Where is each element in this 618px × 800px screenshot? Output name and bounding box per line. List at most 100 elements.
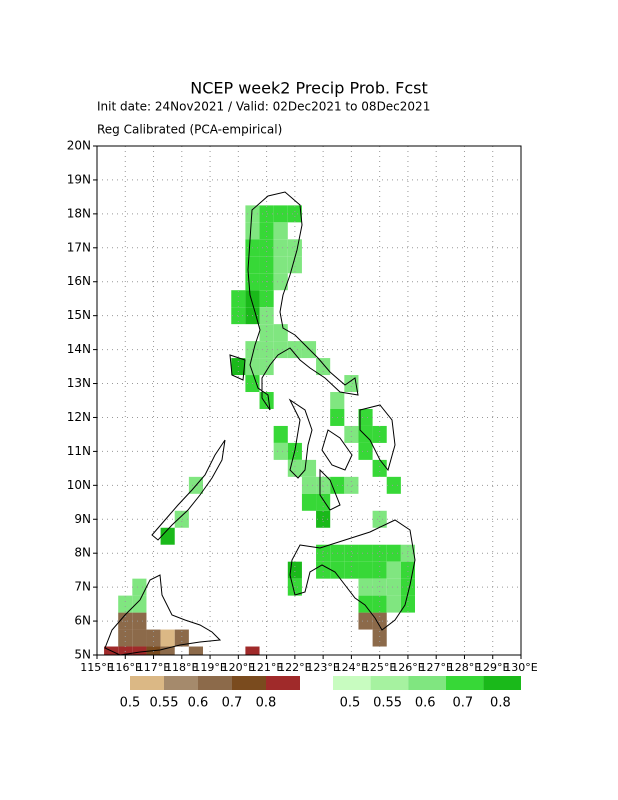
map-title: NCEP week2 Precip Prob. Fcst (190, 79, 428, 98)
prob-cell (344, 544, 359, 562)
prob-cell (259, 392, 274, 409)
x-tick-label: 127°E (419, 661, 452, 674)
prob-cell (301, 459, 317, 477)
prob-cell (358, 561, 373, 579)
prob-cell (273, 256, 288, 274)
prob-cell (386, 544, 401, 562)
x-tick-label: 120°E (222, 661, 255, 674)
prob-cell (160, 646, 175, 655)
prob-cell (132, 578, 147, 596)
y-tick-label: 19N (67, 172, 91, 186)
prob-cell (316, 510, 331, 528)
x-tick-label: 126°E (391, 661, 424, 674)
prob-cell (344, 561, 359, 579)
coastline (104, 574, 222, 655)
prob-cell (358, 408, 373, 426)
prob-cell (245, 256, 260, 274)
subtitle: Init date: 24Nov2021 / Valid: 02Dec2021 … (97, 100, 430, 114)
prob-cell (358, 578, 373, 596)
colorbar-box (333, 676, 371, 690)
colorbar-box (198, 676, 232, 690)
y-tick-label: 5N (74, 648, 91, 662)
prob-cell (287, 341, 302, 359)
y-tick-label: 17N (67, 240, 91, 254)
plot-frame (96, 145, 522, 656)
colorbar-box (445, 676, 484, 690)
x-tick-label: 129°E (476, 661, 509, 674)
x-tick-label: 124°E (335, 661, 368, 674)
colorbar-label: 0.6 (188, 696, 209, 711)
prob-cell (245, 290, 260, 308)
prob-cell (358, 612, 373, 630)
coastlines (104, 191, 416, 655)
x-tick-label: 130°E (504, 661, 537, 674)
coastline (319, 404, 396, 511)
prob-cell (259, 205, 274, 223)
coastline (151, 439, 226, 541)
y-tick-label: 13N (67, 376, 91, 390)
coastline (289, 519, 416, 631)
prob-cell (132, 646, 147, 655)
colorbar-label: 0.7 (222, 696, 243, 711)
prob-cell (259, 222, 274, 240)
coastline (247, 191, 359, 411)
prob-cell (372, 561, 387, 579)
prob-cell (316, 493, 331, 511)
colorbar-label: 0.7 (452, 696, 473, 711)
colorbar-box (232, 676, 266, 690)
prob-cell (245, 358, 260, 376)
x-tick-label: 123°E (306, 661, 339, 674)
prob-cell (259, 324, 274, 342)
colorbar-box (266, 676, 300, 690)
prob-cell (259, 290, 274, 308)
prob-cell (160, 527, 175, 545)
x-tick-label: 121°E (250, 661, 283, 674)
prob-cell (358, 544, 373, 562)
prob-cell (259, 307, 274, 325)
prob-cell (118, 629, 133, 647)
prob-cell (344, 425, 359, 443)
subtitle: Reg Calibrated (PCA-empirical) (97, 123, 282, 137)
prob-cell (259, 256, 274, 274)
prob-cell (400, 595, 415, 613)
colorbar-box (164, 676, 198, 690)
y-tick-label: 10N (67, 478, 91, 492)
prob-cell (273, 442, 288, 460)
prob-cell (118, 595, 133, 613)
y-tick-label: 16N (67, 274, 91, 288)
prob-cell (132, 595, 147, 613)
x-tick-label: 118°E (165, 661, 198, 674)
prob-cell (372, 544, 387, 562)
x-tick-label: 117°E (137, 661, 170, 674)
prob-cell (400, 561, 415, 579)
x-tick-label: 119°E (193, 661, 226, 674)
colorbar-box (130, 676, 164, 690)
prob-cell (231, 290, 246, 308)
prob-cell (245, 646, 260, 655)
prob-cell (372, 578, 387, 596)
y-tick-label: 18N (67, 206, 91, 220)
prob-cell (287, 205, 302, 223)
colorbar-label: 0.55 (373, 696, 402, 711)
prob-cell (344, 476, 359, 494)
x-tick-label: 115°E (80, 661, 113, 674)
colorbar-box (370, 676, 409, 690)
prob-cell (358, 442, 373, 460)
prob-cell (273, 222, 288, 240)
prob-cell (259, 341, 274, 359)
prob-cell (301, 476, 317, 494)
x-tick-label: 125°E (363, 661, 396, 674)
cells (104, 205, 415, 655)
prob-cell (146, 629, 161, 647)
prob-cell (245, 222, 260, 240)
prob-cell (174, 510, 189, 528)
x-tick-label: 122°E (278, 661, 311, 674)
prob-cell (386, 561, 401, 579)
colorbar-box (408, 676, 446, 690)
prob-cell (118, 646, 133, 655)
colorbar-label: 0.8 (490, 696, 511, 711)
y-tick-label: 7N (74, 580, 91, 594)
prob-cell (273, 324, 288, 342)
prob-cell (132, 612, 147, 630)
